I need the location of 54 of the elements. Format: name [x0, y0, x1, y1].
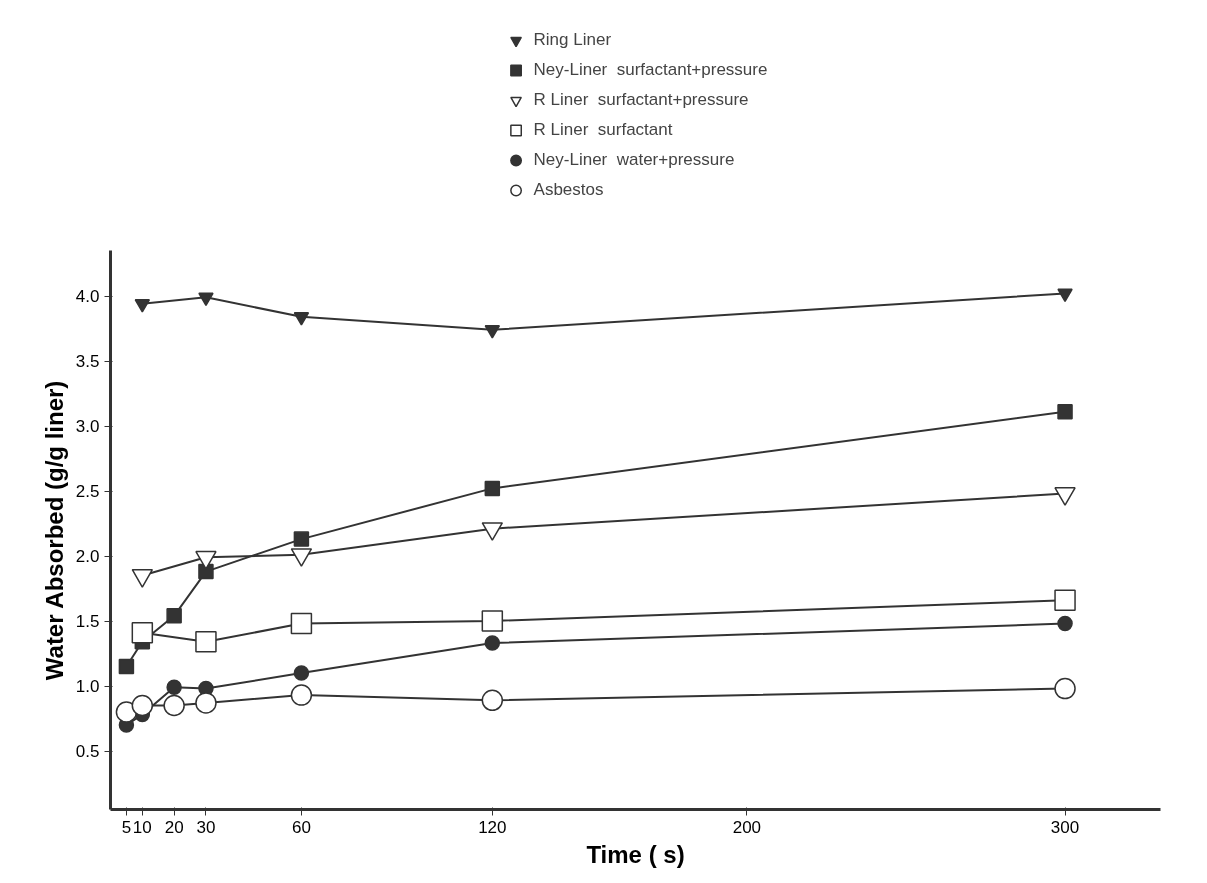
point: [293, 312, 310, 326]
point: [198, 292, 214, 307]
point: [481, 522, 504, 541]
legend-label: R Liner surfactant+pressure: [533, 89, 749, 111]
point: [1057, 403, 1073, 420]
point: [484, 480, 501, 497]
y-tick-label: 1.5: [75, 612, 100, 631]
x-tick-label: 5: [121, 817, 132, 837]
legend-label: Ring Liner: [533, 29, 612, 51]
point: [484, 635, 501, 651]
point: [131, 568, 154, 588]
point: [481, 689, 504, 712]
point: [131, 694, 154, 717]
x-tick-label: 10: [132, 817, 152, 837]
legend-label: Ney-Liner water+pressure: [533, 149, 735, 171]
point: [293, 665, 310, 681]
point: [1054, 677, 1076, 700]
point: [134, 299, 151, 313]
x-axis-title: Time ( s): [586, 840, 685, 868]
x-tick-label: 120: [478, 817, 507, 837]
point: [166, 608, 182, 624]
point: [195, 631, 217, 653]
x-tick-label: 20: [164, 817, 184, 837]
legend-label: R Liner surfactant: [533, 119, 673, 141]
y-tick-label: 3.0: [75, 417, 100, 436]
x-tick-label: 200: [732, 817, 762, 837]
point: [293, 531, 310, 547]
x-tick-label: 300: [1050, 817, 1080, 837]
point: [481, 610, 504, 632]
point: [163, 694, 185, 717]
y-tick-label: 1.0: [75, 677, 100, 696]
point: [195, 550, 217, 570]
point: [290, 684, 313, 706]
point: [131, 621, 154, 644]
point: [1057, 288, 1073, 303]
point: [198, 563, 214, 580]
point: [195, 692, 217, 714]
legend-label: Asbestos: [533, 179, 604, 201]
point: [290, 612, 313, 635]
point: [118, 658, 135, 675]
x-tick-label: 60: [291, 817, 311, 837]
y-tick-label: 3.5: [75, 352, 100, 371]
y-axis-title: Water Absorbed (g/g liner): [40, 380, 68, 681]
y-tick-label: 2.5: [75, 482, 100, 501]
y-tick-label: 0.5: [75, 742, 100, 761]
legend-label: Ney-Liner surfactant+pressure: [533, 59, 768, 81]
x-tick-label: 30: [196, 817, 216, 837]
y-tick-label: 2.0: [75, 547, 100, 566]
point: [166, 679, 182, 696]
point: [1054, 589, 1076, 611]
point: [1054, 487, 1076, 506]
point: [1057, 615, 1073, 632]
y-tick-label: 4.0: [75, 287, 100, 306]
point: [484, 325, 501, 339]
